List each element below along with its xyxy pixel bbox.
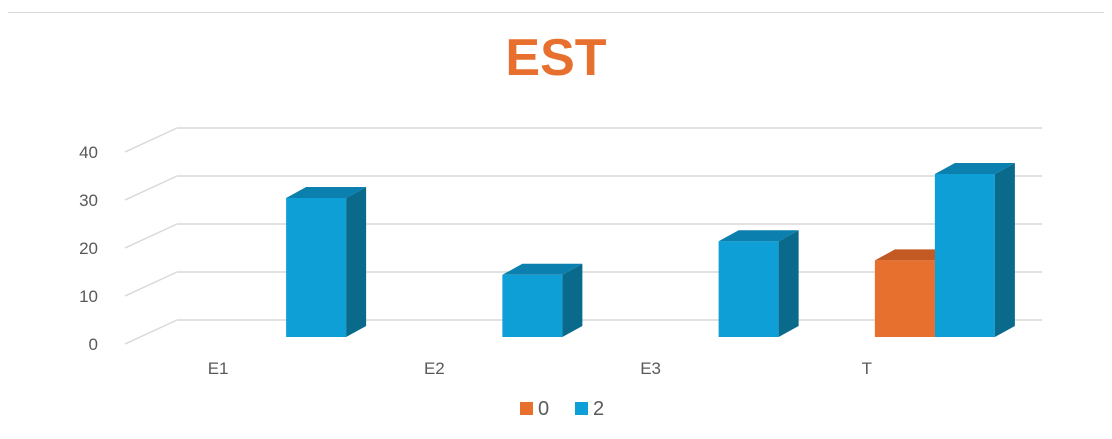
y-tick-label: 0 xyxy=(89,335,98,354)
top-divider xyxy=(8,12,1104,13)
gridline-depth xyxy=(124,223,178,249)
legend-label: 2 xyxy=(593,398,604,420)
bar-front xyxy=(934,174,995,337)
gridline-depth xyxy=(124,319,178,345)
y-tick-label: 30 xyxy=(79,191,98,210)
y-tick-label: 20 xyxy=(79,239,98,258)
x-tick-label: E3 xyxy=(640,359,661,378)
bar-front xyxy=(286,198,347,337)
bar-front xyxy=(874,260,935,337)
bar-top xyxy=(286,187,367,198)
bar-front xyxy=(718,241,779,337)
bar-front xyxy=(502,274,563,337)
chart-title: EST xyxy=(505,29,607,87)
y-tick-label: 10 xyxy=(79,287,98,306)
legend-label: 0 xyxy=(538,398,549,420)
gridline-depth xyxy=(124,271,178,297)
bar-top xyxy=(718,230,799,242)
legend-swatch xyxy=(520,402,533,415)
gridline-depth xyxy=(124,175,178,201)
bar-top xyxy=(934,163,1015,174)
x-tick-label: E1 xyxy=(208,359,229,378)
legend-swatch xyxy=(575,402,588,415)
gridline-depth xyxy=(124,127,178,153)
bar-top xyxy=(502,263,583,275)
bar-side xyxy=(994,163,1015,337)
bar-side xyxy=(562,263,583,337)
x-tick-label: E2 xyxy=(424,359,445,378)
y-tick-label: 40 xyxy=(79,143,98,162)
x-tick-label: T xyxy=(862,359,872,378)
bar-side xyxy=(778,230,799,337)
bar-side xyxy=(346,187,367,337)
